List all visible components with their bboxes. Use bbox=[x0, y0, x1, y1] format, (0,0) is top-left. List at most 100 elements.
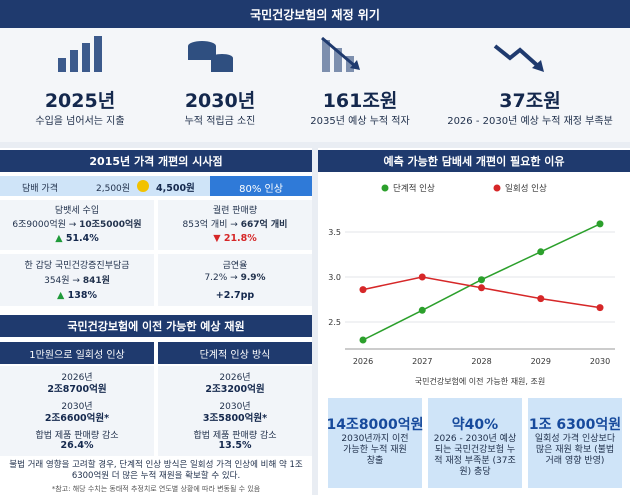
g bbox=[188, 41, 233, 72]
item-after: 667억 개비 bbox=[240, 220, 288, 230]
rect bbox=[211, 58, 233, 72]
item-label: 궐련 판매량 bbox=[212, 206, 258, 216]
path bbox=[532, 60, 544, 72]
section-title: 국민건강보험에 이전 가능한 예상 재원 bbox=[0, 315, 312, 337]
item-after: 10조5000억원 bbox=[79, 220, 142, 230]
row-value: 2조3200억원 bbox=[205, 384, 265, 395]
stat-label: 2035년 예상 누적 적자 bbox=[310, 116, 410, 127]
stat-label: 2026 - 2030년 예상 누적 재정 부족분 bbox=[447, 116, 613, 127]
data-point bbox=[418, 273, 426, 281]
item-before: 354원 bbox=[44, 276, 70, 286]
row-label: 합법 제품 판매량 감소 bbox=[35, 431, 119, 441]
highlight-card bbox=[428, 398, 522, 488]
data-point bbox=[537, 248, 545, 256]
div: ▼ 21.8% bbox=[158, 233, 312, 244]
stat-label: 누적 적립금 소진 bbox=[184, 116, 256, 127]
row-value: 13.5% bbox=[218, 440, 252, 451]
g bbox=[322, 40, 354, 72]
rect bbox=[82, 43, 90, 72]
icons bbox=[58, 36, 544, 72]
div: 354원 → 841원 bbox=[44, 276, 110, 286]
cell bbox=[158, 200, 312, 250]
row-value: 2조6600억원* bbox=[44, 413, 110, 424]
data-point bbox=[537, 295, 545, 303]
highlight-card bbox=[328, 398, 422, 488]
item-label: 한 갑당 국민건강증진부담금 bbox=[24, 261, 130, 271]
stat-value: 2030년 bbox=[184, 90, 256, 112]
stat-value: 161조원 bbox=[322, 90, 398, 112]
data-point bbox=[478, 284, 485, 292]
data-point bbox=[596, 304, 604, 312]
price-label: 담배 가격 bbox=[22, 184, 58, 194]
row-label: 2030년 bbox=[61, 402, 93, 412]
column-title: 1만원으로 일회성 인상 bbox=[0, 342, 154, 364]
note: 불법 거래 영향을 고려할 경우, 단계적 인상 방식은 일회성 가격 인상에 … bbox=[9, 460, 303, 481]
legend-marker bbox=[381, 184, 389, 192]
data-point bbox=[596, 220, 604, 228]
y-tick-label: 3.0 bbox=[328, 273, 341, 282]
price-increase: 80% 인상 bbox=[210, 176, 312, 196]
div: 7.2% → 9.9% bbox=[204, 273, 266, 283]
data-point bbox=[478, 276, 485, 284]
highlight-value: 14조8000억원 bbox=[326, 417, 424, 433]
x-tick-label: 2029 bbox=[531, 357, 551, 366]
g bbox=[58, 36, 102, 72]
rect bbox=[70, 50, 78, 72]
highlight-value: 약40% bbox=[451, 417, 499, 433]
path bbox=[350, 60, 360, 70]
item-change: +2.7pp bbox=[215, 290, 255, 301]
x-tick-label: 2028 bbox=[471, 357, 491, 366]
stat-value: 2025년 bbox=[44, 90, 116, 112]
x-tick-label: 2026 bbox=[353, 357, 373, 366]
column-body bbox=[0, 366, 154, 456]
row-label: 합법 제품 판매량 감소 bbox=[193, 431, 277, 441]
div: 853억 개비 → 667억 개비 bbox=[182, 220, 288, 230]
span: ▲ bbox=[57, 290, 65, 301]
row-value: 3조5800억원* bbox=[202, 413, 268, 424]
x-tick-label: 2030 bbox=[590, 357, 610, 366]
data-point bbox=[418, 306, 426, 314]
row-label: 2026년 bbox=[61, 373, 93, 383]
section-title: 2015년 가격 개편의 시사점 bbox=[0, 150, 312, 172]
path bbox=[493, 44, 540, 68]
highlight-label: 2030년까지 이전 가능한 누적 재원 창출 bbox=[341, 434, 409, 466]
div: 6조9000억원 → 10조5000억원 bbox=[12, 220, 142, 230]
price-row bbox=[0, 176, 210, 196]
rect bbox=[334, 48, 342, 72]
column-body bbox=[158, 366, 312, 456]
item-change: 21.8% bbox=[223, 233, 257, 244]
stat-value: 37조원 bbox=[499, 90, 561, 112]
row-value: 26.4% bbox=[60, 440, 94, 451]
item-before: 853억 개비 bbox=[182, 220, 228, 230]
column-title: 단계적 인상 방식 bbox=[158, 342, 312, 364]
rect bbox=[322, 40, 330, 72]
rect bbox=[94, 36, 102, 72]
price-after: 4,500원 bbox=[156, 183, 195, 194]
data-point bbox=[359, 286, 367, 294]
item-after: 841원 bbox=[82, 276, 110, 286]
row-label: 2026년 bbox=[219, 373, 251, 383]
rect bbox=[58, 58, 66, 72]
cell bbox=[158, 254, 312, 306]
item-change: 51.4% bbox=[65, 233, 99, 244]
highlight-label: 일회성 가격 인상보다 많은 재원 확보 (불법 거래 영향 반영) bbox=[534, 434, 616, 466]
item-change: 138% bbox=[67, 290, 97, 301]
highlight-value: 1조 6300억원 bbox=[528, 417, 622, 433]
arrow-icon bbox=[137, 180, 149, 192]
page-title: 국민건강보험의 재정 위기 bbox=[0, 0, 630, 28]
x-tick-label: 2027 bbox=[412, 357, 432, 366]
rect bbox=[346, 56, 354, 72]
item-after: 9.9% bbox=[240, 273, 266, 283]
cell bbox=[0, 254, 154, 306]
x-axis-label: 국민건강보험에 이전 가능한 재원, 조원 bbox=[415, 376, 545, 386]
row-value: 2조8700억원 bbox=[47, 384, 107, 395]
legend-label: 단계적 인상 bbox=[393, 183, 435, 194]
row-label: 2030년 bbox=[219, 402, 251, 412]
item-label: 금연율 bbox=[222, 261, 248, 271]
div: ▲ 138% bbox=[0, 290, 154, 301]
div: ▲ 51.4% bbox=[0, 233, 154, 244]
y-tick-label: 3.5 bbox=[328, 228, 341, 237]
item-label: 담뱃세 수입 bbox=[54, 206, 100, 216]
y-tick-label: 2.5 bbox=[328, 318, 341, 327]
